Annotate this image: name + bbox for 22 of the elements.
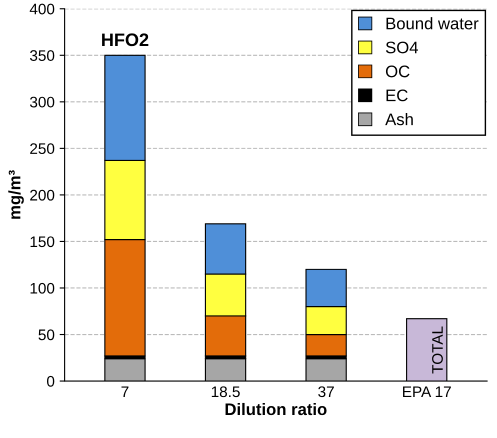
y-tick-label: 0 (46, 376, 54, 387)
y-axis-title: mg/m³ (8, 170, 24, 219)
x-tick-label: 37 (318, 386, 334, 398)
y-tick-label: 300 (30, 96, 54, 108)
y-tick-label: 400 (30, 4, 54, 14)
annotation: HFO2 (102, 33, 148, 46)
x-axis-title: Dilution ratio (226, 402, 327, 416)
x-tick-label: 18.5 (212, 386, 240, 398)
y-tick-label: 150 (30, 236, 54, 248)
legend-label: Bound water (386, 17, 478, 30)
y-tick-label: 200 (30, 190, 54, 201)
legend-label: Ash (385, 113, 413, 126)
legend-label: SO4 (386, 42, 418, 54)
series-label: TOTAL (432, 326, 443, 374)
x-tick-label: 7 (121, 386, 128, 397)
legend-label: OC (386, 66, 410, 78)
y-tick-label: 100 (30, 282, 54, 294)
legend-label: EC (386, 89, 408, 102)
y-tick-label: 350 (30, 50, 54, 61)
y-tick-label: 50 (38, 329, 54, 340)
x-tick-label: EPA 17 (403, 386, 451, 397)
y-tick-label: 250 (30, 143, 54, 154)
